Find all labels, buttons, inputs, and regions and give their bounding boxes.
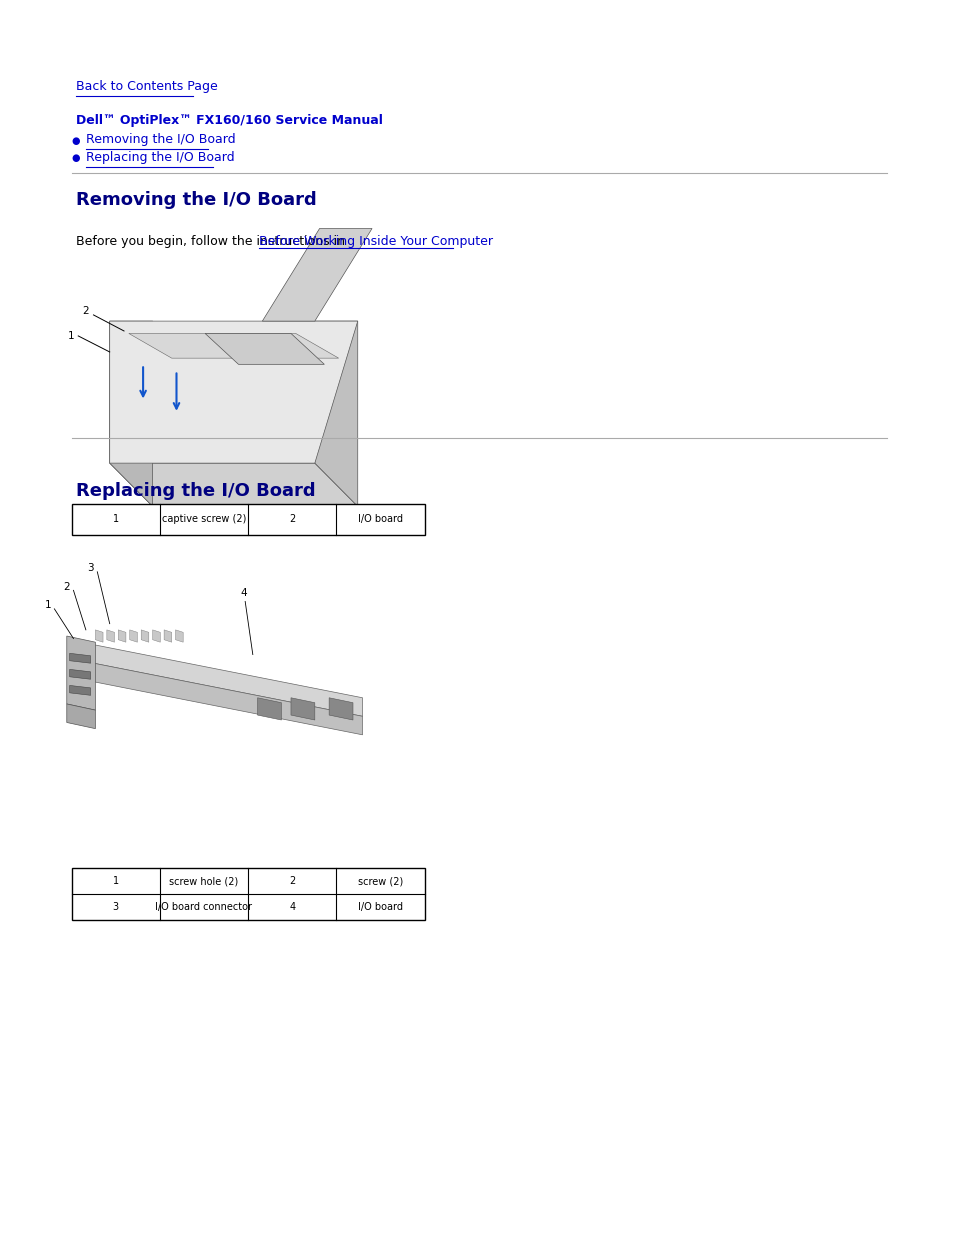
Polygon shape xyxy=(81,661,362,735)
Text: Before Working Inside Your Computer: Before Working Inside Your Computer xyxy=(259,235,493,248)
Text: screw hole (2): screw hole (2) xyxy=(169,876,238,887)
Text: captive screw (2): captive screw (2) xyxy=(162,514,246,525)
Polygon shape xyxy=(244,333,258,364)
Polygon shape xyxy=(314,321,357,506)
Text: 3: 3 xyxy=(112,902,118,913)
Polygon shape xyxy=(107,630,114,642)
Text: Back to Contents Page: Back to Contents Page xyxy=(76,80,218,94)
Text: Dell™ OptiPlex™ FX160/160 Service Manual: Dell™ OptiPlex™ FX160/160 Service Manual xyxy=(76,114,383,127)
Polygon shape xyxy=(70,685,91,695)
Polygon shape xyxy=(95,630,103,642)
Text: 3: 3 xyxy=(88,563,93,573)
Polygon shape xyxy=(210,333,224,364)
Text: Removing the I/O Board: Removing the I/O Board xyxy=(86,133,235,147)
Polygon shape xyxy=(257,698,281,720)
Text: 1: 1 xyxy=(45,600,51,610)
Polygon shape xyxy=(175,630,183,642)
Text: 4: 4 xyxy=(240,588,246,598)
Text: 4: 4 xyxy=(289,902,294,913)
Polygon shape xyxy=(278,333,293,364)
Text: Replacing the I/O Board: Replacing the I/O Board xyxy=(86,151,234,164)
Polygon shape xyxy=(67,704,95,729)
Polygon shape xyxy=(130,630,137,642)
Polygon shape xyxy=(129,333,338,358)
Text: I/O board: I/O board xyxy=(357,902,402,913)
Polygon shape xyxy=(262,228,372,321)
Polygon shape xyxy=(110,321,152,506)
Text: Before you begin, follow the instructions in: Before you begin, follow the instruction… xyxy=(76,235,349,248)
Polygon shape xyxy=(118,630,126,642)
Polygon shape xyxy=(227,333,241,364)
Polygon shape xyxy=(295,333,310,364)
Text: 2: 2 xyxy=(83,306,89,316)
Polygon shape xyxy=(261,333,275,364)
Text: I/O board connector: I/O board connector xyxy=(155,902,253,913)
Polygon shape xyxy=(329,698,353,720)
Polygon shape xyxy=(141,630,149,642)
Text: 2: 2 xyxy=(289,514,295,525)
Text: 2: 2 xyxy=(64,582,70,592)
Polygon shape xyxy=(70,653,91,663)
Bar xyxy=(71,868,424,920)
Polygon shape xyxy=(164,630,172,642)
Polygon shape xyxy=(152,630,160,642)
Text: I/O board: I/O board xyxy=(357,514,402,525)
Text: Removing the I/O Board: Removing the I/O Board xyxy=(76,191,316,210)
Text: ●: ● xyxy=(71,136,80,146)
Polygon shape xyxy=(81,642,362,716)
Text: screw (2): screw (2) xyxy=(357,876,402,887)
Polygon shape xyxy=(291,698,314,720)
Text: 1: 1 xyxy=(112,876,118,887)
Text: ●: ● xyxy=(71,153,80,163)
Polygon shape xyxy=(110,321,357,463)
Polygon shape xyxy=(70,669,91,679)
Text: 1: 1 xyxy=(112,514,118,525)
Polygon shape xyxy=(67,636,95,710)
Text: 1: 1 xyxy=(69,331,74,341)
Text: 2: 2 xyxy=(289,876,295,887)
Bar xyxy=(71,504,424,535)
Text: Replacing the I/O Board: Replacing the I/O Board xyxy=(76,482,315,500)
Polygon shape xyxy=(205,333,324,364)
Polygon shape xyxy=(110,463,357,506)
